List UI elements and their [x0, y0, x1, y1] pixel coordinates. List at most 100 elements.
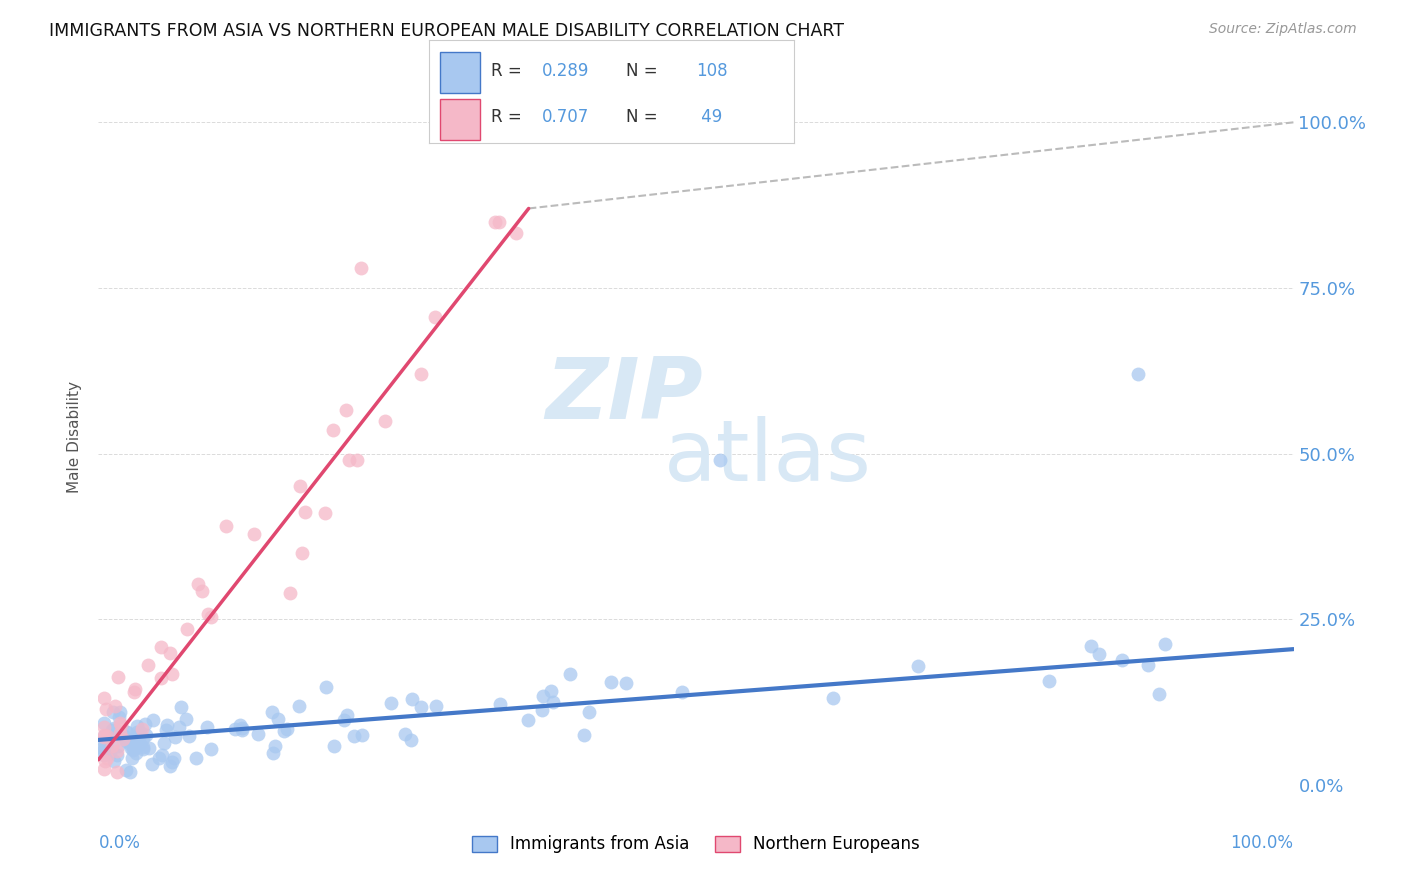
- Point: [93, 739, 115, 753]
- Point: [108, 716, 131, 731]
- Point: [231, 721, 253, 735]
- Point: [907, 659, 929, 673]
- Point: [197, 607, 219, 621]
- Text: 108: 108: [696, 62, 727, 80]
- Point: [160, 666, 183, 681]
- Point: [335, 403, 357, 417]
- Point: [278, 586, 301, 600]
- Point: [291, 546, 314, 560]
- Point: [162, 755, 184, 769]
- Point: [125, 746, 148, 760]
- Text: 49: 49: [696, 108, 721, 126]
- Point: [184, 751, 207, 765]
- Point: [128, 730, 150, 744]
- Point: [489, 698, 512, 712]
- Point: [176, 622, 198, 636]
- Point: [380, 696, 402, 710]
- Point: [134, 717, 156, 731]
- Point: [153, 736, 176, 750]
- Point: [578, 705, 600, 719]
- Point: [135, 728, 157, 742]
- Point: [159, 759, 181, 773]
- Point: [266, 712, 288, 726]
- Point: [215, 518, 238, 533]
- Point: [131, 739, 153, 754]
- Point: [315, 506, 337, 520]
- Point: [262, 746, 284, 760]
- Point: [174, 712, 197, 726]
- Point: [107, 670, 129, 684]
- Point: [121, 751, 143, 765]
- Point: [124, 740, 146, 755]
- Point: [231, 723, 253, 738]
- Point: [101, 739, 124, 753]
- Point: [558, 667, 581, 681]
- Point: [294, 506, 316, 520]
- Point: [163, 751, 186, 765]
- Point: [322, 739, 344, 754]
- Point: [120, 764, 142, 779]
- Point: [224, 723, 246, 737]
- Point: [103, 754, 125, 768]
- Point: [93, 720, 115, 734]
- Point: [107, 739, 129, 754]
- Point: [531, 703, 554, 717]
- Text: 0.0%: 0.0%: [98, 834, 141, 852]
- Point: [101, 706, 124, 720]
- Point: [93, 734, 115, 748]
- Point: [103, 721, 125, 735]
- Point: [122, 685, 145, 699]
- Point: [195, 721, 218, 735]
- Point: [129, 737, 152, 751]
- Point: [105, 764, 128, 779]
- Point: [264, 739, 287, 753]
- Point: [127, 719, 149, 733]
- Point: [120, 737, 142, 751]
- Point: [124, 739, 146, 754]
- Point: [124, 731, 146, 745]
- Point: [200, 610, 222, 624]
- Point: [1111, 653, 1133, 667]
- Point: [138, 741, 160, 756]
- Text: 0.289: 0.289: [543, 62, 589, 80]
- Point: [821, 691, 844, 706]
- Point: [159, 646, 181, 660]
- Point: [107, 709, 129, 723]
- Point: [350, 261, 373, 276]
- Point: [93, 742, 115, 756]
- Point: [96, 729, 118, 743]
- Point: [287, 699, 309, 714]
- Point: [96, 741, 118, 756]
- Point: [93, 728, 115, 742]
- Point: [110, 728, 132, 742]
- Point: [105, 747, 128, 762]
- Point: [132, 731, 155, 746]
- Point: [533, 690, 555, 704]
- Point: [401, 692, 423, 706]
- Point: [350, 728, 373, 742]
- Point: [96, 751, 118, 765]
- Text: 100.0%: 100.0%: [1230, 834, 1294, 852]
- Point: [98, 746, 121, 760]
- Point: [541, 695, 564, 709]
- Point: [574, 728, 596, 742]
- Point: [124, 681, 146, 696]
- Point: [136, 658, 159, 673]
- Point: [374, 413, 396, 427]
- Point: [131, 723, 153, 737]
- Point: [148, 751, 170, 765]
- Point: [425, 699, 447, 714]
- Point: [540, 683, 562, 698]
- Point: [200, 741, 222, 756]
- Point: [1038, 673, 1060, 688]
- Point: [187, 577, 209, 591]
- Point: [110, 705, 132, 719]
- Point: [93, 691, 115, 706]
- Point: [120, 741, 142, 756]
- Point: [484, 215, 506, 229]
- Point: [177, 729, 200, 743]
- Point: [110, 717, 132, 731]
- Point: [93, 747, 115, 762]
- Text: ZIP: ZIP: [546, 354, 703, 437]
- Point: [122, 743, 145, 757]
